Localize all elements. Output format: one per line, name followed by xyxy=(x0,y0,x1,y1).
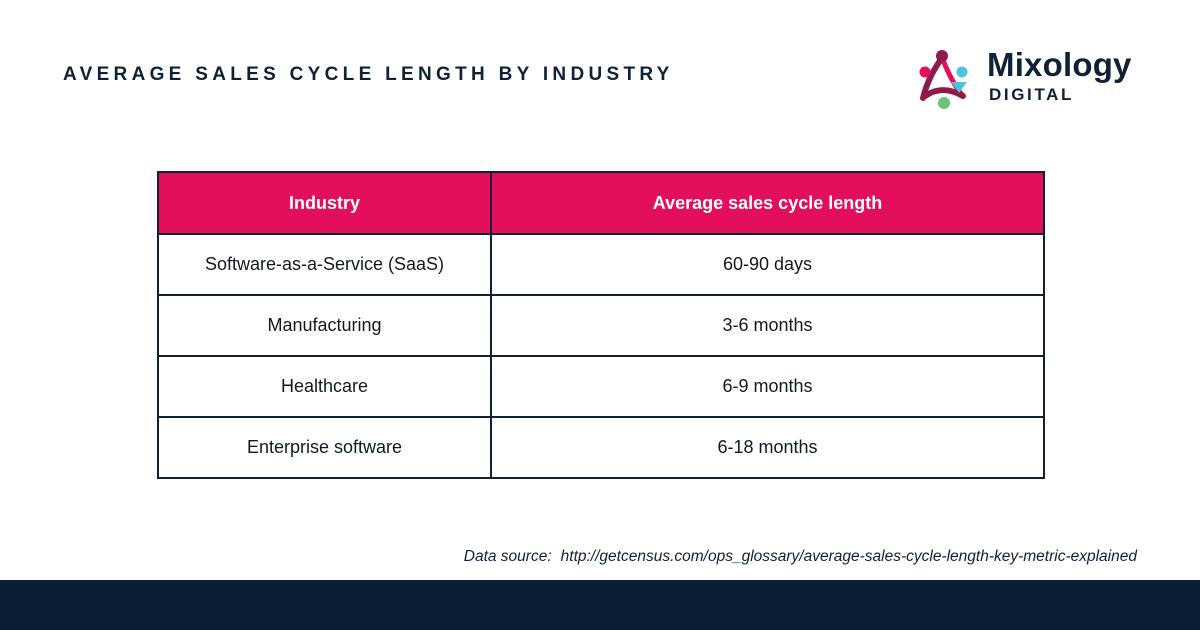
table-row: Manufacturing 3-6 months xyxy=(158,295,1044,356)
data-source-label: Data source: xyxy=(464,548,552,565)
table-row: Enterprise software 6-18 months xyxy=(158,417,1044,478)
data-source-note: Data source: http://getcensus.com/ops_glo… xyxy=(464,548,1137,566)
industry-cell: Enterprise software xyxy=(158,417,491,478)
industry-cell: Healthcare xyxy=(158,356,491,417)
logo-mark-icon xyxy=(915,48,973,110)
column-header-industry: Industry xyxy=(158,172,491,234)
footer-bar xyxy=(0,580,1200,630)
cycle-length-cell: 6-18 months xyxy=(491,417,1044,478)
logo-wordmark: Mixology xyxy=(987,48,1132,81)
table-row: Software-as-a-Service (SaaS) 60-90 days xyxy=(158,234,1044,295)
data-source-url: http://getcensus.com/ops_glossary/averag… xyxy=(561,548,1137,565)
page-title: AVERAGE SALES CYCLE LENGTH BY INDUSTRY xyxy=(63,64,674,86)
cycle-length-cell: 3-6 months xyxy=(491,295,1044,356)
cycle-length-cell: 60-90 days xyxy=(491,234,1044,295)
mixology-digital-logo: Mixology DIGITAL xyxy=(915,44,1145,110)
column-header-cycle-length: Average sales cycle length xyxy=(491,172,1044,234)
industry-cell: Manufacturing xyxy=(158,295,491,356)
table-row: Healthcare 6-9 months xyxy=(158,356,1044,417)
sales-cycle-table: Industry Average sales cycle length Soft… xyxy=(157,171,1045,479)
logo-subtitle: DIGITAL xyxy=(989,86,1074,103)
industry-cell: Software-as-a-Service (SaaS) xyxy=(158,234,491,295)
table-header-row: Industry Average sales cycle length xyxy=(158,172,1044,234)
cycle-length-cell: 6-9 months xyxy=(491,356,1044,417)
